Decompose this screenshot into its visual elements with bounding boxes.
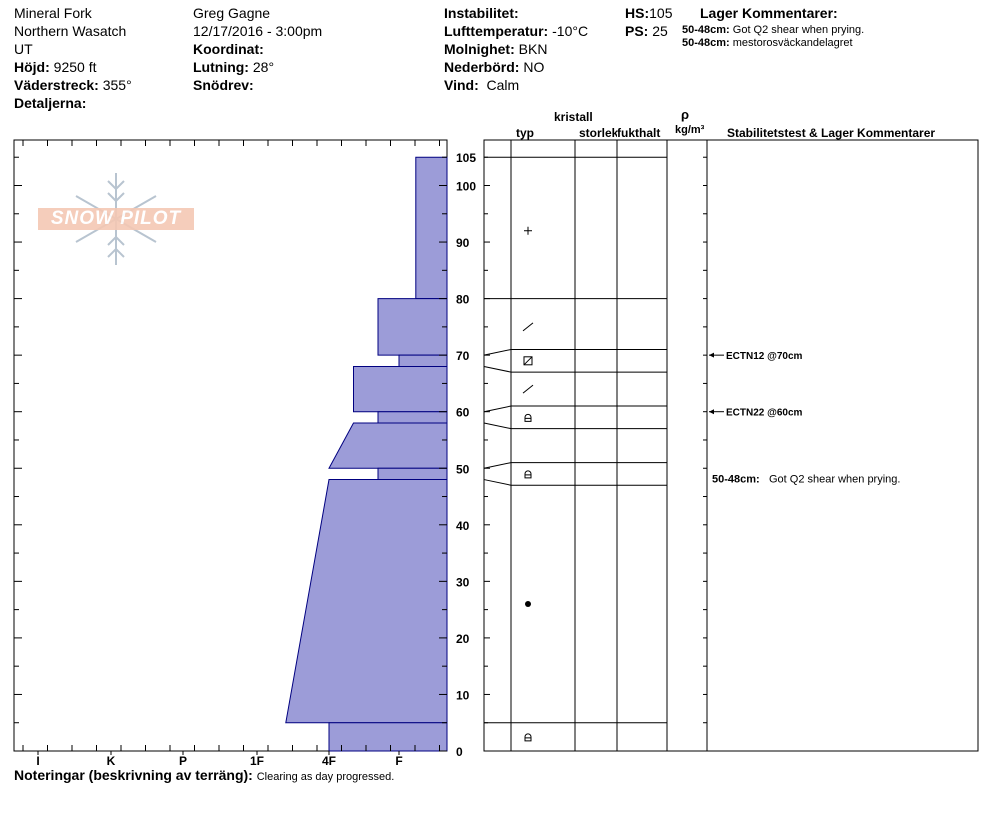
precip: Nederbörd: NO: [444, 59, 545, 75]
hardness-tick-label: 1F: [250, 754, 264, 768]
size-label: storlek: [579, 126, 617, 140]
crystal-cap-icon: [524, 413, 532, 422]
crystal-dot-icon: [525, 600, 531, 607]
depth-label: 80: [456, 293, 470, 307]
notes: Noteringar (beskrivning av terräng): Cle…: [14, 767, 395, 783]
stability-comment-range: 50-48cm:: [712, 474, 760, 486]
hardness-tick-label: K: [107, 754, 116, 768]
hardness-tick-label: I: [36, 754, 39, 768]
hardness-tick-label: 4F: [322, 754, 336, 768]
stability-arrow-icon: [709, 409, 714, 415]
observer: Greg Gagne: [193, 5, 271, 21]
datetime: 12/17/2016 - 3:00pm: [193, 23, 323, 39]
stability-arrow-icon: [709, 352, 714, 358]
layer-table-frame: [483, 139, 979, 752]
elevation: Höjd: 9250 ft: [14, 59, 97, 75]
hs: HS:105: [625, 5, 673, 21]
air-temp: Lufttemperatur: -10°C: [444, 23, 589, 39]
hardness-layer: [377, 298, 448, 356]
moisture-label: fukthalt: [617, 126, 661, 140]
crystal-cap-icon: [524, 733, 532, 742]
crystal-slash-icon: [522, 384, 534, 394]
hardness-layer: [285, 479, 448, 724]
drift-label: Snödrev:: [193, 77, 254, 93]
depth-label: 20: [456, 632, 470, 646]
depth-label: 90: [456, 236, 470, 250]
layer-comments-title: Lager Kommentarer:: [700, 5, 838, 21]
stability-label: Stabilitetstest & Lager Kommentarer: [727, 126, 936, 140]
crystal-cap-icon: [524, 470, 532, 479]
layer-comment-1: 50-48cm: Got Q2 shear when prying.: [682, 24, 865, 36]
range: Northern Wasatch: [14, 23, 127, 39]
layer-comment-2: 50-48cm: mestorosväckandelagret: [682, 37, 853, 49]
depth-label: 0: [456, 745, 463, 759]
stability-test-label: ECTN22 @60cm: [726, 408, 803, 419]
depth-label: 10: [456, 688, 470, 702]
details-label: Detaljerna:: [14, 95, 87, 111]
logo-text: SNOW PILOT: [38, 208, 194, 230]
hardness-layer: [377, 411, 448, 424]
hardness-layer: [415, 156, 448, 300]
depth-label: 105: [456, 151, 476, 165]
layer-connector: [483, 349, 512, 356]
cloud: Molnighet: BKN: [444, 41, 548, 57]
depth-label: 30: [456, 575, 470, 589]
hardness-layer: [328, 422, 448, 469]
state: UT: [14, 41, 33, 57]
stability-comment-text: Got Q2 shear when prying.: [769, 474, 900, 486]
density-unit: kg/m³: [675, 124, 705, 136]
slope: Lutning: 28°: [193, 59, 275, 75]
coord-label: Koordinat:: [193, 41, 264, 57]
crystal-slash-icon: [522, 322, 534, 332]
depth-label: 100: [456, 180, 476, 194]
wind: Vind: Calm: [444, 77, 520, 93]
hardness-tick-label: F: [395, 754, 402, 768]
hardness-layer: [398, 354, 448, 367]
layer-connector: [483, 479, 512, 486]
crystal-label: kristall: [554, 110, 593, 124]
ps: PS: 25: [625, 23, 668, 39]
crystal-box-icon: [523, 356, 533, 366]
type-label: typ: [516, 126, 534, 140]
crystal-box-icon: [523, 356, 533, 366]
depth-label: 70: [456, 349, 470, 363]
hardness-layer: [353, 365, 448, 413]
hardness-tick-label: P: [179, 754, 187, 768]
layer-connector: [483, 365, 512, 373]
aspect: Väderstreck: 355°: [14, 77, 132, 93]
snowpilot-logo: SNOW PILOT: [38, 170, 194, 268]
instability-label: Instabilitet:: [444, 5, 519, 21]
layer-connector: [483, 422, 512, 430]
layer-connector: [483, 405, 512, 413]
depth-label: 60: [456, 406, 470, 420]
stability-test-label: ECTN12 @70cm: [726, 351, 803, 362]
hardness-layer: [377, 467, 448, 481]
hardness-layer: [328, 722, 448, 752]
rho-symbol: ρ: [681, 107, 690, 122]
depth-label: 50: [456, 462, 470, 476]
location: Mineral Fork: [14, 5, 92, 21]
layer-connector: [483, 462, 512, 469]
depth-label: 40: [456, 519, 470, 533]
